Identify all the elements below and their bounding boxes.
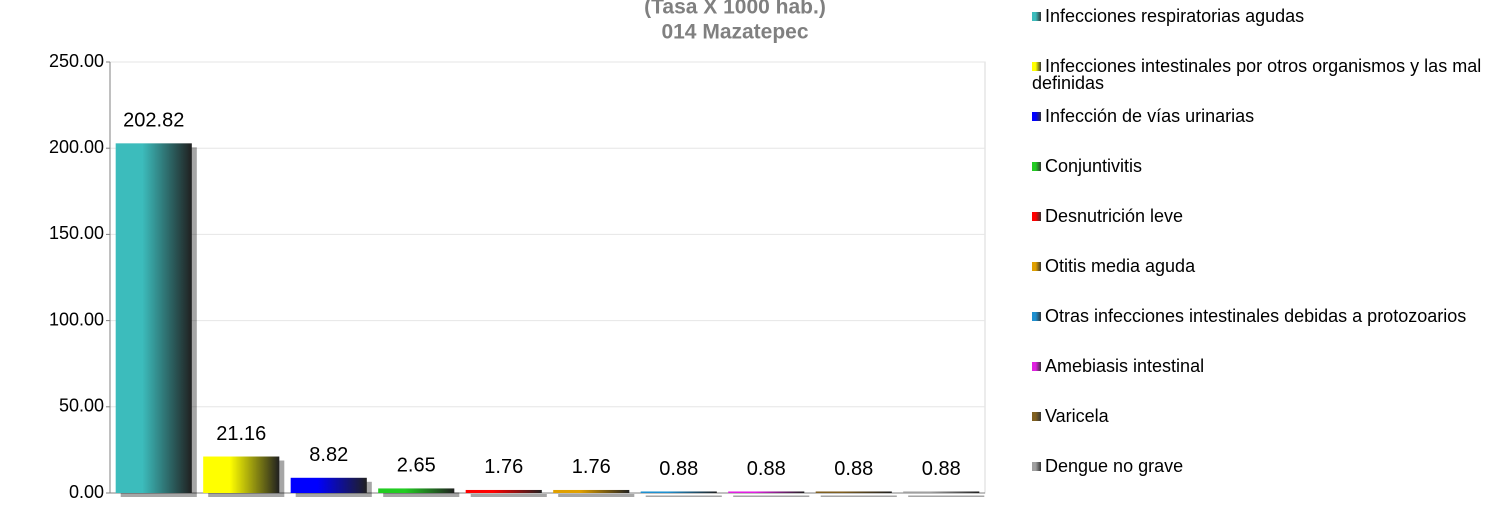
legend-entry: Infección de vías urinarias bbox=[1032, 106, 1492, 126]
legend-swatch bbox=[1032, 412, 1041, 421]
legend-entry: Desnutrición leve bbox=[1032, 206, 1492, 226]
bar-shadow bbox=[470, 493, 547, 497]
bar bbox=[640, 491, 717, 493]
chart: (Tasa X 1000 hab.) 014 Mazatepec 0.00 50.… bbox=[49, 0, 986, 502]
bar bbox=[290, 477, 367, 493]
legend-label: Amebiasis intestinal bbox=[1045, 356, 1205, 376]
legend-label: Conjuntivitis bbox=[1045, 156, 1143, 176]
y-tick-label: 0.00 bbox=[69, 482, 104, 502]
bar bbox=[378, 488, 455, 493]
legend-entry: Infecciones respiratorias agudas bbox=[1032, 6, 1492, 26]
legend-label: Desnutrición leve bbox=[1045, 206, 1184, 226]
legend-swatch bbox=[1032, 62, 1041, 71]
bar bbox=[903, 491, 980, 493]
data-label: 0.88 bbox=[834, 458, 873, 480]
legend-swatch bbox=[1032, 362, 1041, 371]
bar-shadow bbox=[383, 492, 460, 497]
legend-swatch bbox=[1032, 312, 1041, 321]
legend-label: Varicela bbox=[1045, 406, 1109, 426]
y-tick-label: 100.00 bbox=[49, 309, 104, 329]
legend-swatch bbox=[1032, 462, 1041, 471]
legend-entry: Amebiasis intestinal bbox=[1032, 356, 1492, 376]
legend-entry: Varicela bbox=[1032, 406, 1492, 426]
legend-entry: Conjuntivitis bbox=[1032, 156, 1492, 176]
data-label: 21.16 bbox=[216, 423, 266, 445]
y-tick-label: 150.00 bbox=[49, 223, 104, 243]
bar-shadow bbox=[820, 495, 897, 497]
legend-label: Otras infecciones intestinales debidas a… bbox=[1045, 306, 1467, 326]
data-label: 1.76 bbox=[484, 456, 523, 478]
bar-shadow bbox=[558, 493, 635, 497]
data-label: 2.65 bbox=[397, 455, 436, 477]
bar bbox=[815, 491, 892, 493]
legend-entry: Otras infecciones intestinales debidas a… bbox=[1032, 306, 1492, 326]
y-tick-label: 200.00 bbox=[49, 137, 104, 157]
chart-title: (Tasa X 1000 hab.) bbox=[644, 0, 826, 19]
y-tick-label: 50.00 bbox=[59, 396, 104, 416]
bar-shadow bbox=[908, 495, 985, 497]
legend-label: Otitis media aguda bbox=[1045, 256, 1196, 276]
bar bbox=[728, 491, 805, 493]
legend-label: Infecciones respiratorias agudas bbox=[1045, 6, 1305, 26]
legend-entry: Infecciones intestinales por otros organ… bbox=[1032, 56, 1492, 93]
bar-shadow bbox=[733, 495, 810, 497]
data-label: 8.82 bbox=[309, 444, 348, 466]
legend-entry: Dengue no grave bbox=[1032, 456, 1492, 476]
bar bbox=[465, 489, 542, 493]
legend-label: Infecciones intestinales por otros organ… bbox=[1032, 56, 1482, 93]
legend-label: Infección de vías urinarias bbox=[1045, 106, 1255, 126]
bar bbox=[553, 489, 630, 493]
legend-entry: Otitis media aguda bbox=[1032, 256, 1492, 276]
legend-label: Dengue no grave bbox=[1045, 456, 1184, 476]
data-label: 1.76 bbox=[572, 456, 611, 478]
bar bbox=[115, 143, 192, 493]
chart-subtitle: 014 Mazatepec bbox=[661, 21, 808, 44]
data-label: 202.82 bbox=[123, 110, 184, 132]
legend-swatch bbox=[1032, 162, 1041, 171]
data-label: 0.88 bbox=[747, 458, 786, 480]
legend-swatch bbox=[1032, 262, 1041, 271]
data-label: 0.88 bbox=[922, 458, 961, 480]
y-tick-label: 250.00 bbox=[49, 51, 104, 71]
data-label: 0.88 bbox=[659, 458, 698, 480]
legend-swatch bbox=[1032, 112, 1041, 121]
bar bbox=[203, 456, 280, 493]
legend-swatch bbox=[1032, 12, 1041, 21]
bar-shadow bbox=[645, 495, 722, 497]
legend-swatch bbox=[1032, 212, 1041, 221]
